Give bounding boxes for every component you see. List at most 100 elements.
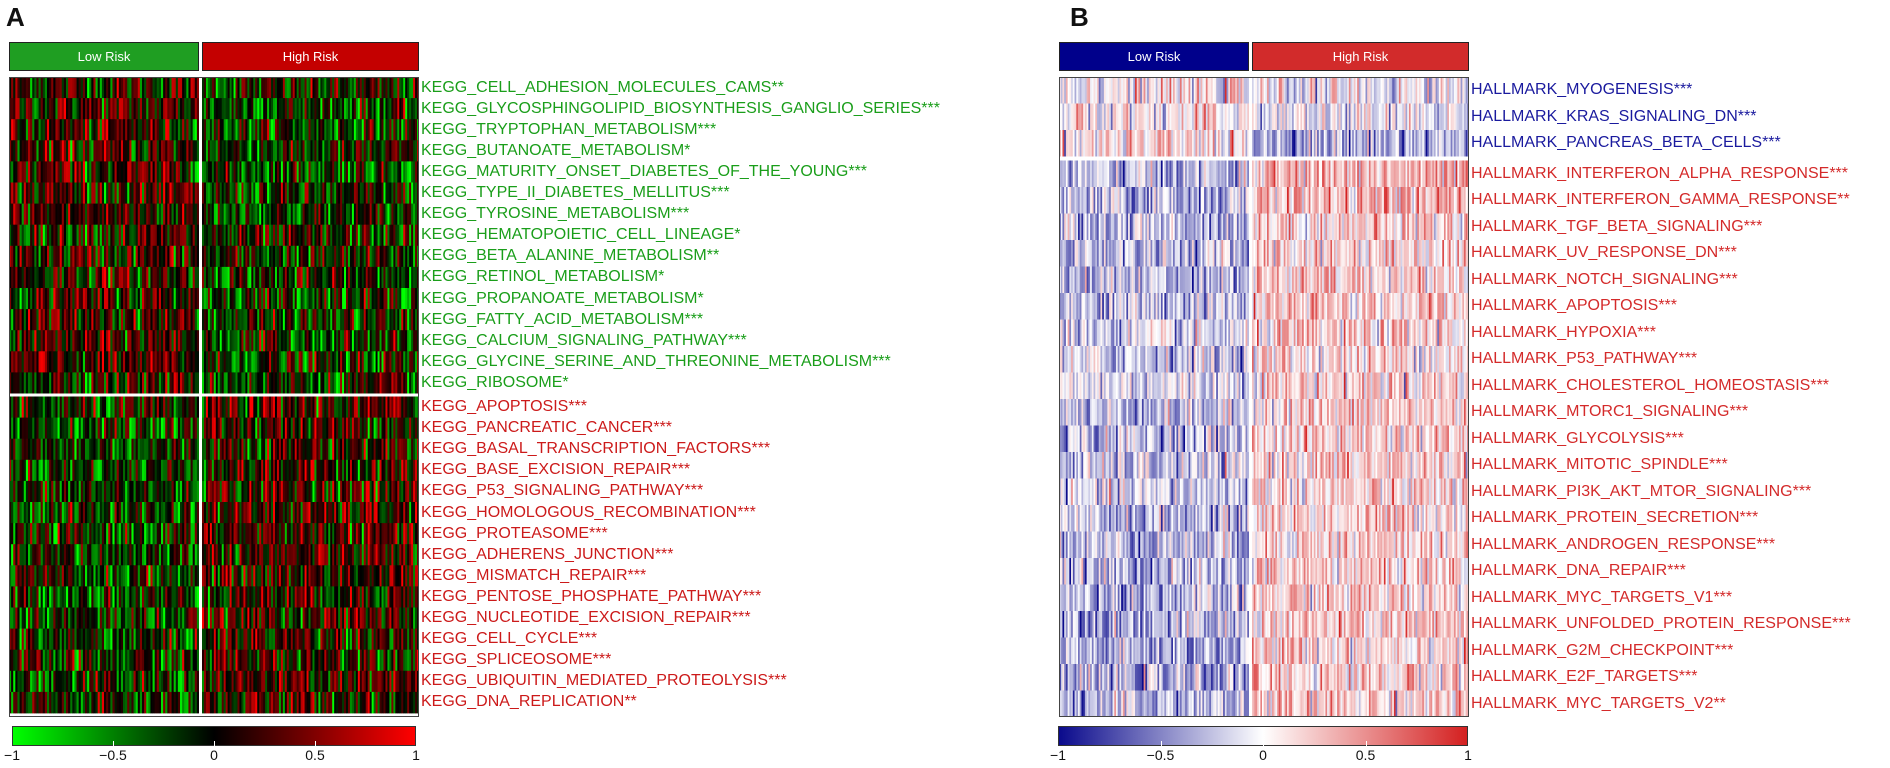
heatmap-cell bbox=[173, 480, 177, 503]
heatmap-cell bbox=[377, 119, 380, 141]
heatmap-cell bbox=[259, 245, 262, 268]
heatmap-cell bbox=[346, 396, 349, 418]
heatmap-cell bbox=[144, 203, 147, 226]
heatmap-cell bbox=[387, 396, 390, 418]
heatmap-cell bbox=[104, 351, 107, 373]
heatmap-cell bbox=[217, 224, 221, 247]
heatmap-cell bbox=[209, 480, 213, 503]
heatmap-cell bbox=[72, 161, 75, 183]
heatmap-cell bbox=[326, 544, 329, 566]
heatmap-cell bbox=[255, 224, 258, 247]
heatmap-cell bbox=[274, 417, 278, 440]
heatmap-cell bbox=[235, 502, 238, 524]
heatmap-cell bbox=[17, 438, 20, 461]
heatmap-cell bbox=[205, 396, 209, 418]
heatmap-cell bbox=[359, 98, 363, 120]
heatmap-cell bbox=[393, 288, 396, 310]
heatmap-cell bbox=[180, 266, 183, 289]
heatmap-cell bbox=[296, 351, 300, 373]
heatmap-cell bbox=[194, 372, 198, 394]
heatmap-cell bbox=[245, 245, 248, 268]
heatmap-cell bbox=[271, 372, 274, 394]
heatmap-cell bbox=[171, 438, 175, 461]
heatmap-cell bbox=[129, 182, 132, 204]
heatmap-cell bbox=[375, 330, 378, 352]
heatmap-cell bbox=[82, 372, 86, 394]
heatmap-cell bbox=[265, 266, 268, 289]
heatmap-cell bbox=[158, 351, 162, 373]
heatmap-cell bbox=[142, 140, 145, 162]
heatmap-cell bbox=[57, 266, 61, 289]
heatmap-cell bbox=[87, 502, 90, 524]
heatmap-cell bbox=[369, 266, 373, 289]
heatmap-cell bbox=[76, 140, 80, 162]
heatmap-cell bbox=[146, 245, 149, 268]
heatmap-cell bbox=[116, 140, 120, 162]
heatmap-cell bbox=[249, 330, 252, 352]
heatmap-cell bbox=[365, 245, 369, 268]
heatmap-cell bbox=[213, 459, 217, 482]
heatmap-cell bbox=[49, 417, 52, 440]
heatmap-cell bbox=[245, 565, 248, 587]
heatmap-cell bbox=[347, 224, 351, 247]
heatmap-cell bbox=[190, 351, 194, 373]
heatmap-cell bbox=[59, 98, 63, 120]
heatmap-cell bbox=[413, 309, 416, 331]
heatmap-cell bbox=[87, 119, 90, 141]
heatmap-cell bbox=[359, 480, 363, 503]
heatmap-cell bbox=[163, 502, 166, 524]
heatmap-cell bbox=[203, 480, 207, 503]
heatmap-cell bbox=[70, 161, 73, 183]
heatmap-cell bbox=[131, 203, 134, 226]
heatmap-cell bbox=[180, 372, 183, 394]
heatmap-cell bbox=[91, 544, 94, 566]
heatmap-cell bbox=[104, 396, 107, 418]
heatmap-cell bbox=[336, 565, 339, 587]
heatmap-cell bbox=[72, 224, 75, 247]
heatmap-cell bbox=[310, 523, 313, 545]
heatmap-cell bbox=[44, 161, 48, 183]
heatmap-cell bbox=[377, 245, 380, 268]
heatmap-cell bbox=[278, 565, 282, 587]
heatmap-cell bbox=[15, 98, 18, 120]
heatmap-cell bbox=[135, 266, 139, 289]
heatmap-cell bbox=[59, 309, 63, 331]
heatmap-cell bbox=[63, 266, 67, 289]
heatmap-cell bbox=[308, 417, 311, 440]
heatmap-cell bbox=[383, 309, 386, 331]
heatmap-cell bbox=[114, 224, 118, 247]
heatmap-cell bbox=[340, 480, 343, 503]
heatmap-cell bbox=[407, 245, 410, 268]
heatmap-cell bbox=[68, 372, 71, 394]
heatmap-cell bbox=[385, 502, 388, 524]
heatmap-cell bbox=[338, 396, 341, 418]
heatmap-cell bbox=[393, 459, 396, 482]
heatmap-cell bbox=[34, 417, 37, 440]
heatmap-cell bbox=[108, 586, 111, 608]
heatmap-cell bbox=[177, 480, 181, 503]
heatmap-cell bbox=[399, 266, 402, 289]
heatmap-cell bbox=[202, 351, 205, 373]
heatmap-cell bbox=[213, 586, 217, 608]
heatmap-cell bbox=[269, 438, 272, 461]
heatmap-cell bbox=[61, 523, 65, 545]
heatmap-cell bbox=[184, 288, 187, 310]
heatmap-cell bbox=[269, 351, 272, 373]
heatmap-cell bbox=[239, 288, 242, 310]
heatmap-cell bbox=[387, 245, 390, 268]
heatmap-cell bbox=[169, 266, 172, 289]
heatmap-cell bbox=[152, 266, 156, 289]
heatmap-cell bbox=[55, 119, 58, 141]
heatmap-cell bbox=[377, 459, 380, 482]
heatmap-cell bbox=[180, 565, 183, 587]
heatmap-cell bbox=[245, 523, 248, 545]
heatmap-cell bbox=[282, 140, 286, 162]
heatmap-cell bbox=[63, 438, 67, 461]
heatmap-cell bbox=[387, 288, 390, 310]
heatmap-cell bbox=[30, 417, 33, 440]
heatmap-cell bbox=[28, 266, 31, 289]
heatmap-cell bbox=[391, 544, 394, 566]
heatmap-cell bbox=[253, 417, 256, 440]
heatmap-cell bbox=[336, 140, 339, 162]
heatmap-cell bbox=[263, 266, 266, 289]
